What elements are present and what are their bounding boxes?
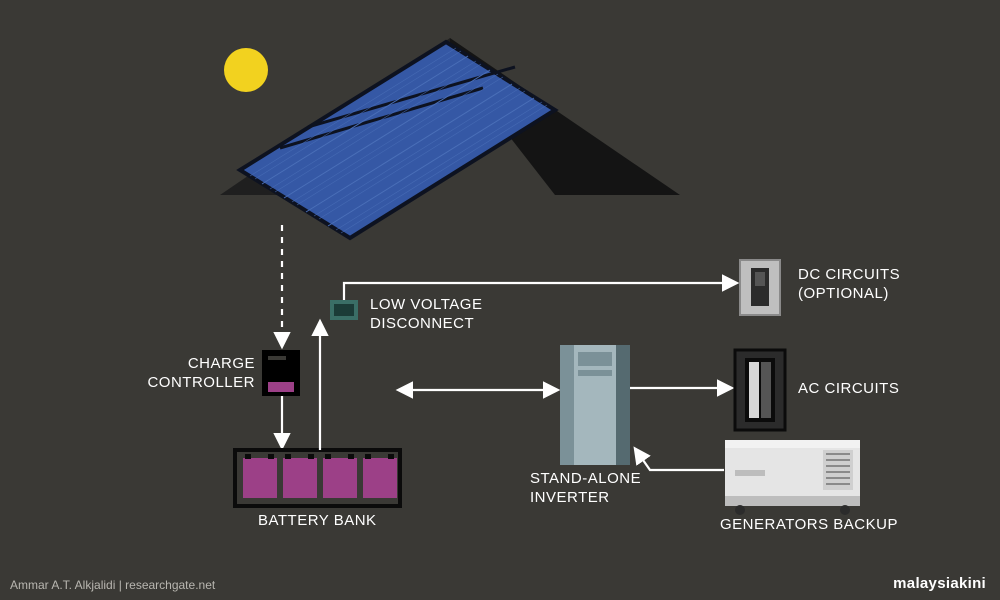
conn-gen-to-inv	[636, 450, 724, 470]
inverter	[560, 345, 630, 465]
sun-icon	[224, 48, 268, 92]
label-generators: GENERATORS BACKUP	[720, 516, 898, 535]
low-voltage-disconnect	[330, 300, 358, 320]
label-charge-controller: CHARGECONTROLLER	[125, 355, 255, 393]
label-ac-circuits: AC CIRCUITS	[798, 380, 899, 399]
ac-circuits-box	[735, 350, 785, 430]
credit-text: Ammar A.T. Alkjalidi | researchgate.net	[10, 578, 215, 592]
brand-text: malaysiakini	[893, 575, 986, 592]
generator	[725, 440, 860, 515]
label-dc-circuits: DC CIRCUITS(OPTIONAL)	[798, 266, 900, 304]
dc-circuits-box	[740, 260, 780, 315]
label-inverter: STAND-ALONEINVERTER	[530, 470, 641, 508]
battery-bank	[235, 450, 400, 506]
solar-panel	[240, 42, 555, 238]
label-battery-bank: BATTERY BANK	[258, 512, 377, 531]
charge-controller	[262, 350, 300, 396]
label-lvd: LOW VOLTAGEDISCONNECT	[370, 296, 482, 334]
